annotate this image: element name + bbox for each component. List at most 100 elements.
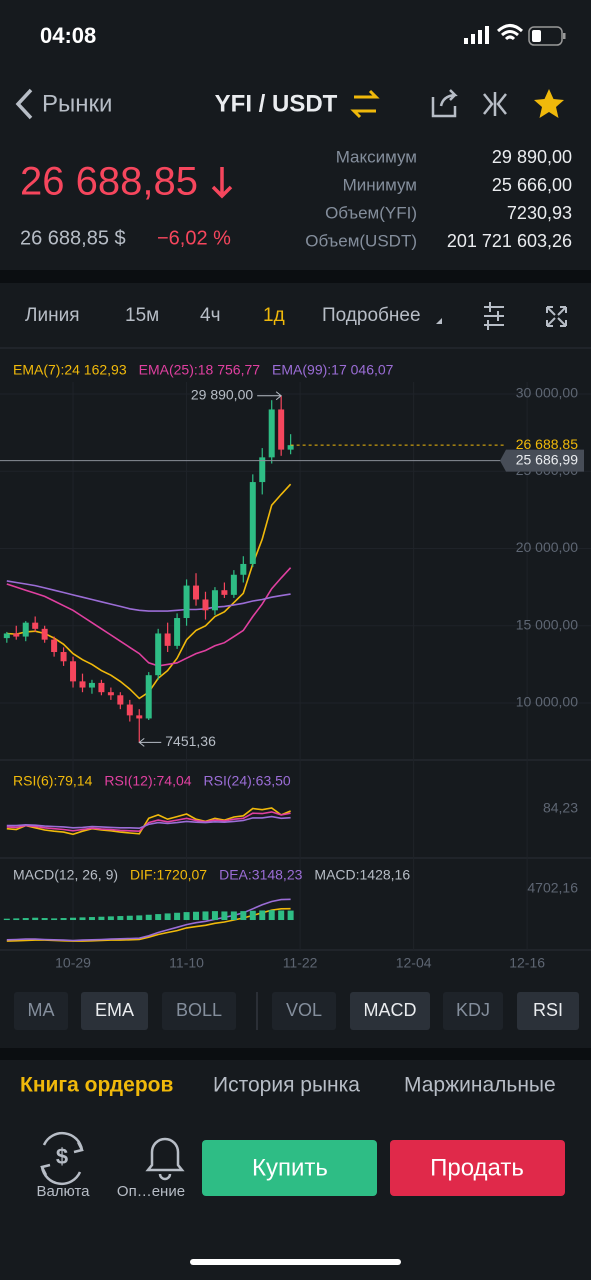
indicator-label[interactable]: KDJ bbox=[456, 1000, 490, 1020]
y-tick-label: 10 000,00 bbox=[516, 694, 578, 710]
indicator-label[interactable]: MA bbox=[28, 1000, 55, 1020]
macd-bar bbox=[88, 917, 95, 921]
stat-value: 201 721 603,26 bbox=[447, 231, 572, 251]
indicator-button[interactable] bbox=[272, 992, 336, 1030]
indicator-button[interactable] bbox=[517, 992, 579, 1030]
candle-body bbox=[249, 482, 256, 564]
share-icon[interactable] bbox=[431, 89, 458, 118]
sell-button[interactable] bbox=[390, 1140, 565, 1196]
candle-body bbox=[88, 682, 95, 688]
candle-body bbox=[183, 585, 190, 619]
candle-body bbox=[22, 622, 29, 637]
indicator-button[interactable] bbox=[443, 992, 503, 1030]
interval-option[interactable]: 15м bbox=[125, 305, 159, 326]
legend-entry: EMA(99):17 046,07 bbox=[272, 362, 394, 378]
y-tick-label: 20 000,00 bbox=[516, 539, 578, 555]
currency-symbol: $ bbox=[56, 1144, 68, 1169]
price-tag bbox=[500, 449, 584, 472]
candle-body bbox=[259, 457, 266, 483]
macd-bar bbox=[79, 917, 86, 921]
indicator-label[interactable]: MACD bbox=[364, 1000, 417, 1020]
currency-icon[interactable] bbox=[40, 1131, 84, 1186]
interval-option[interactable]: Подробнее bbox=[322, 305, 421, 326]
candle-body bbox=[13, 633, 20, 637]
candle-body bbox=[79, 681, 86, 688]
tab[interactable]: Книга ордеров bbox=[20, 1074, 173, 1097]
buy-button[interactable] bbox=[202, 1140, 377, 1196]
interval-option[interactable]: 1д bbox=[263, 305, 285, 326]
settings-icon[interactable] bbox=[484, 302, 504, 330]
candle-body bbox=[193, 585, 200, 600]
candle-body bbox=[3, 633, 10, 639]
alert-icon[interactable] bbox=[145, 1137, 185, 1181]
alert-label[interactable]: Оп…ение bbox=[117, 1183, 185, 1200]
macd-bar bbox=[249, 910, 256, 921]
bottom-tabs: Книга ордеров История рынка Маржинальные bbox=[20, 1074, 556, 1097]
macd-bar bbox=[259, 910, 266, 921]
macd-bar bbox=[240, 911, 247, 921]
swap-icon[interactable] bbox=[350, 89, 380, 119]
ticker-panel bbox=[0, 138, 591, 270]
candle-body bbox=[51, 639, 58, 653]
tab[interactable]: Маржинальные bbox=[404, 1074, 556, 1097]
macd-bar bbox=[51, 918, 58, 921]
y-tick-label: 15 000,00 bbox=[516, 616, 578, 632]
indicator-button[interactable] bbox=[14, 992, 68, 1030]
candle-body bbox=[136, 715, 143, 719]
annotation-leader bbox=[138, 737, 162, 747]
sell-label[interactable]: Продать bbox=[430, 1154, 524, 1181]
annotation-label: 7451,36 bbox=[165, 733, 216, 749]
macd-bar bbox=[3, 918, 10, 921]
indicator-line bbox=[6, 811, 291, 833]
indicator-button[interactable] bbox=[81, 992, 148, 1030]
stat-value: 25 666,00 bbox=[492, 175, 572, 195]
more-triangle bbox=[436, 318, 442, 324]
currency-label[interactable]: Валюта bbox=[36, 1183, 90, 1200]
home-indicator bbox=[190, 1259, 401, 1265]
favorite-icon[interactable] bbox=[534, 89, 564, 118]
legend-entry: EMA(7):24 162,93 bbox=[13, 362, 127, 378]
macd-bar bbox=[174, 912, 181, 921]
indicator-label[interactable]: VOL bbox=[286, 1000, 322, 1020]
candle-body bbox=[107, 692, 114, 696]
interval-option[interactable]: 4ч bbox=[200, 305, 220, 326]
stat-value: 7230,93 bbox=[507, 203, 572, 223]
candle-body bbox=[70, 661, 77, 682]
macd-bar bbox=[22, 918, 29, 921]
macd-bar bbox=[183, 912, 190, 921]
down-arrow bbox=[211, 167, 233, 199]
indicator-button[interactable] bbox=[162, 992, 236, 1030]
candle-body bbox=[174, 618, 181, 646]
macd-bar bbox=[41, 918, 48, 921]
macd-bar bbox=[60, 918, 67, 921]
macd-bar bbox=[193, 911, 200, 921]
macd-bar bbox=[268, 910, 275, 921]
indicator-buttons: MA EMA BOLL VOL MACD KDJ RSI bbox=[14, 992, 579, 1030]
fullscreen-icon[interactable] bbox=[546, 306, 567, 327]
compare-icon[interactable] bbox=[483, 92, 507, 116]
indicator-label[interactable]: BOLL bbox=[176, 1000, 222, 1020]
candle-body bbox=[221, 590, 228, 595]
indicator-line bbox=[6, 807, 291, 836]
indicator-line bbox=[6, 580, 291, 612]
interval-option[interactable]: Линия bbox=[25, 305, 79, 326]
indicator-label[interactable]: EMA bbox=[95, 1000, 134, 1020]
status-time: 04:08 bbox=[40, 23, 96, 48]
buy-label[interactable]: Купить bbox=[252, 1154, 328, 1181]
price-line-label: 26 688,85 bbox=[516, 436, 578, 452]
x-tick-label: 11-22 bbox=[283, 955, 318, 971]
signal-icon bbox=[464, 26, 489, 44]
macd-bar bbox=[13, 918, 20, 921]
price-change: −6,02 % bbox=[157, 227, 231, 249]
indicator-label[interactable]: RSI bbox=[533, 1000, 563, 1020]
legend-entry: RSI(12):74,04 bbox=[104, 773, 191, 789]
macd-bar bbox=[287, 910, 294, 921]
legend-entry: DIF:1720,07 bbox=[130, 867, 207, 883]
candle-body bbox=[126, 704, 133, 716]
candle-body bbox=[202, 599, 209, 611]
tab[interactable]: История рынка bbox=[213, 1074, 360, 1097]
back-label[interactable]: Рынки bbox=[42, 90, 112, 117]
back-icon[interactable] bbox=[15, 88, 33, 120]
indicator-button[interactable] bbox=[350, 992, 430, 1030]
candle-body bbox=[278, 409, 285, 450]
